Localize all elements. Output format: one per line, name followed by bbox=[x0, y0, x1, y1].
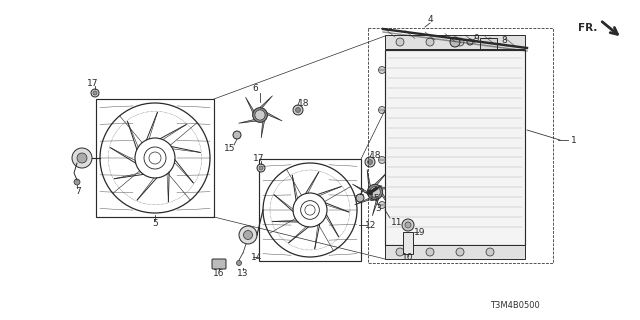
Circle shape bbox=[396, 38, 404, 46]
Circle shape bbox=[93, 91, 97, 95]
Bar bbox=[368, 28, 553, 263]
Text: 1: 1 bbox=[571, 135, 577, 145]
Bar bbox=[403, 232, 413, 254]
FancyArrow shape bbox=[367, 187, 378, 194]
Circle shape bbox=[296, 108, 301, 113]
Circle shape bbox=[367, 159, 372, 164]
Polygon shape bbox=[267, 113, 282, 121]
Bar bbox=[385, 245, 525, 259]
Circle shape bbox=[456, 38, 464, 46]
Polygon shape bbox=[382, 193, 392, 209]
Polygon shape bbox=[239, 120, 256, 123]
Text: 12: 12 bbox=[365, 220, 377, 229]
Polygon shape bbox=[246, 97, 254, 113]
Text: FR.: FR. bbox=[578, 23, 597, 33]
Text: T3M4B0500: T3M4B0500 bbox=[490, 301, 540, 310]
Text: 16: 16 bbox=[213, 268, 225, 277]
Circle shape bbox=[378, 202, 385, 209]
Text: 15: 15 bbox=[224, 143, 236, 153]
Text: 4: 4 bbox=[427, 14, 433, 23]
Text: 11: 11 bbox=[391, 218, 403, 227]
Polygon shape bbox=[372, 199, 379, 216]
Text: 14: 14 bbox=[252, 252, 262, 261]
Text: 5: 5 bbox=[152, 219, 158, 228]
Polygon shape bbox=[367, 169, 371, 188]
Text: 18: 18 bbox=[371, 150, 381, 159]
Bar bbox=[385, 50, 525, 245]
Circle shape bbox=[356, 194, 364, 202]
Circle shape bbox=[450, 37, 460, 47]
FancyBboxPatch shape bbox=[212, 259, 226, 269]
Circle shape bbox=[77, 153, 87, 163]
Bar bbox=[259, 159, 361, 261]
Circle shape bbox=[243, 230, 253, 239]
Circle shape bbox=[486, 248, 494, 256]
Circle shape bbox=[402, 219, 414, 231]
Bar bbox=[385, 35, 525, 49]
Circle shape bbox=[396, 248, 404, 256]
Text: 8: 8 bbox=[501, 36, 507, 44]
Circle shape bbox=[239, 226, 257, 244]
Circle shape bbox=[426, 248, 434, 256]
Polygon shape bbox=[261, 121, 264, 138]
Text: 9: 9 bbox=[473, 34, 479, 43]
Circle shape bbox=[370, 187, 380, 197]
Circle shape bbox=[237, 260, 241, 266]
Circle shape bbox=[74, 179, 80, 185]
Circle shape bbox=[259, 166, 263, 170]
Circle shape bbox=[255, 110, 265, 120]
Text: 19: 19 bbox=[414, 228, 426, 236]
Circle shape bbox=[91, 89, 99, 97]
Text: 3: 3 bbox=[375, 204, 381, 212]
Circle shape bbox=[456, 248, 464, 256]
Circle shape bbox=[405, 222, 411, 228]
Circle shape bbox=[467, 39, 473, 45]
Circle shape bbox=[378, 107, 385, 114]
Circle shape bbox=[253, 108, 268, 122]
Circle shape bbox=[378, 156, 385, 164]
Circle shape bbox=[293, 105, 303, 115]
Text: 17: 17 bbox=[253, 154, 265, 163]
Circle shape bbox=[426, 38, 434, 46]
Circle shape bbox=[486, 38, 494, 46]
Polygon shape bbox=[374, 172, 388, 185]
Circle shape bbox=[72, 148, 92, 168]
Text: 2: 2 bbox=[358, 188, 364, 196]
Circle shape bbox=[257, 164, 265, 172]
Circle shape bbox=[378, 67, 385, 74]
Polygon shape bbox=[355, 198, 372, 205]
Text: 18: 18 bbox=[298, 99, 310, 108]
FancyBboxPatch shape bbox=[479, 37, 497, 49]
Polygon shape bbox=[260, 96, 273, 108]
Bar bbox=[96, 99, 214, 217]
Polygon shape bbox=[381, 187, 399, 189]
Circle shape bbox=[365, 157, 375, 167]
Circle shape bbox=[233, 131, 241, 139]
Text: 6: 6 bbox=[252, 84, 258, 92]
Polygon shape bbox=[353, 184, 367, 194]
Text: 15: 15 bbox=[369, 194, 381, 203]
Text: 13: 13 bbox=[237, 268, 249, 277]
Text: 17: 17 bbox=[87, 78, 99, 87]
Circle shape bbox=[367, 184, 383, 200]
Text: 10: 10 bbox=[403, 253, 413, 262]
Text: 7: 7 bbox=[75, 187, 81, 196]
